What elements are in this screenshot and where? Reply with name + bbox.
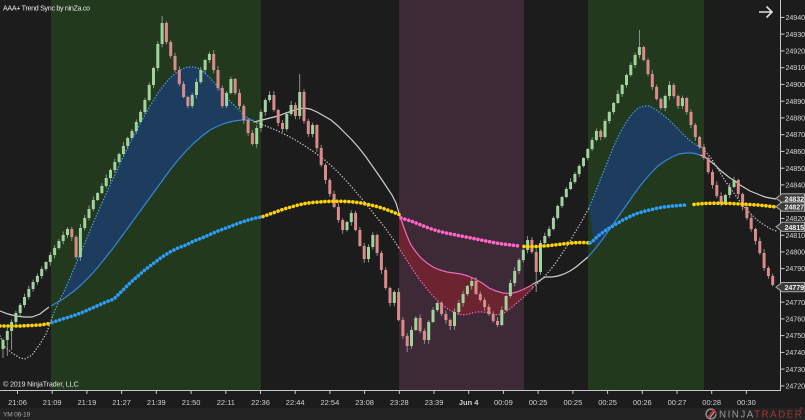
svg-text:24740: 24740 (786, 348, 805, 357)
svg-text:24730: 24730 (786, 365, 805, 374)
svg-text:00:25: 00:25 (564, 398, 583, 407)
svg-text:00:26: 00:26 (633, 398, 652, 407)
svg-text:24900: 24900 (786, 80, 805, 89)
svg-text:21:50: 21:50 (182, 398, 201, 407)
svg-text:®: ® (799, 406, 803, 413)
svg-text:23:28: 23:28 (390, 398, 409, 407)
svg-text:24790: 24790 (786, 264, 805, 273)
svg-text:22:11: 22:11 (217, 398, 235, 407)
svg-text:00:27: 00:27 (668, 398, 687, 407)
svg-text:24827: 24827 (785, 203, 805, 212)
svg-text:24940: 24940 (786, 13, 805, 22)
svg-text:24810: 24810 (786, 231, 805, 240)
svg-text:Jun 4: Jun 4 (459, 398, 479, 407)
svg-text:00:09: 00:09 (494, 398, 513, 407)
svg-text:21:39: 21:39 (147, 398, 166, 407)
svg-text:24760: 24760 (786, 315, 805, 324)
svg-text:24779: 24779 (785, 283, 805, 292)
svg-text:21:19: 21:19 (78, 398, 97, 407)
svg-text:24840: 24840 (786, 181, 805, 190)
svg-text:22:54: 22:54 (321, 398, 340, 407)
svg-text:00:25: 00:25 (598, 398, 617, 407)
svg-text:24770: 24770 (786, 298, 805, 307)
svg-text:AAA+ Trend Sync by ninZa.co: AAA+ Trend Sync by ninZa.co (3, 5, 90, 13)
svg-text:24880: 24880 (786, 114, 805, 123)
svg-text:24832: 24832 (785, 194, 805, 203)
svg-text:00:25: 00:25 (529, 398, 548, 407)
svg-text:23:08: 23:08 (355, 398, 374, 407)
svg-text:00:30: 00:30 (737, 398, 756, 407)
svg-text:24750: 24750 (786, 331, 805, 340)
svg-text:NINJATRADER: NINJATRADER (719, 410, 803, 420)
svg-text:24850: 24850 (786, 164, 805, 173)
svg-text:24800: 24800 (786, 248, 805, 257)
svg-text:24930: 24930 (786, 30, 805, 39)
svg-text:21:27: 21:27 (112, 398, 131, 407)
svg-text:24870: 24870 (786, 130, 805, 139)
svg-text:YM 06-19: YM 06-19 (3, 412, 31, 419)
svg-text:24890: 24890 (786, 97, 805, 106)
svg-text:24720: 24720 (786, 382, 805, 391)
svg-text:24860: 24860 (786, 147, 805, 156)
svg-text:24910: 24910 (786, 63, 805, 72)
svg-text:22:36: 22:36 (251, 398, 270, 407)
svg-text:22:44: 22:44 (286, 398, 305, 407)
svg-text:21:09: 21:09 (43, 398, 62, 407)
svg-text:24920: 24920 (786, 47, 805, 56)
svg-text:23:39: 23:39 (425, 398, 444, 407)
svg-text:00:28: 00:28 (702, 398, 721, 407)
svg-text:24820: 24820 (786, 214, 805, 223)
svg-text:24815: 24815 (785, 223, 805, 232)
svg-text:21:06: 21:06 (8, 398, 27, 407)
svg-text:© 2019 NinjaTrader, LLC: © 2019 NinjaTrader, LLC (3, 380, 79, 389)
